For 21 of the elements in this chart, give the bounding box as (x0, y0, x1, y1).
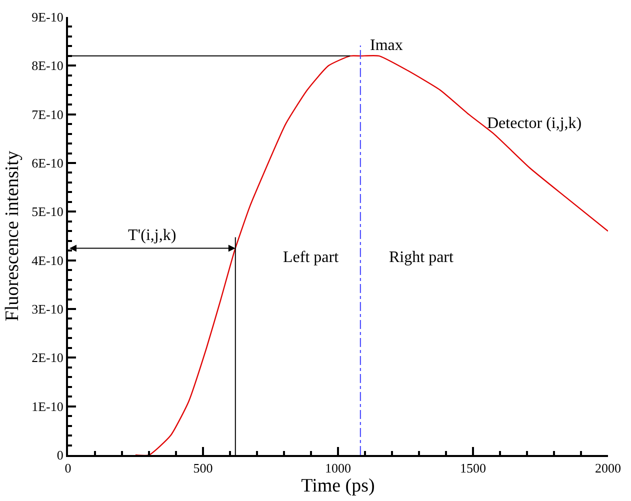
x-axis-title: Time (ps) (301, 476, 375, 497)
y-tick-label: 2E-10 (32, 350, 64, 366)
annotation: Right part (389, 249, 454, 266)
annotation: T'(i,j,k) (128, 227, 176, 244)
y-tick-label: 1E-10 (32, 398, 64, 414)
y-tick-label: 5E-10 (32, 204, 64, 220)
y-tick-label: 4E-10 (32, 252, 64, 268)
y-tick-label: 9E-10 (32, 10, 64, 25)
annotation: Left part (283, 249, 340, 266)
y-tick-label: 7E-10 (32, 106, 64, 122)
y-tick-label: 0 (56, 448, 64, 463)
y-tick-label: 6E-10 (32, 156, 64, 171)
series-label: Detector (i,j,k) (487, 115, 582, 132)
y-tick-label: 3E-10 (32, 302, 64, 317)
ref-line-label: Imax (370, 37, 403, 54)
x-tick-label: 1500 (460, 460, 486, 476)
x-tick-label: 2000 (595, 460, 621, 476)
x-tick-label: 500 (193, 460, 213, 476)
y-tick-label: 8E-10 (32, 58, 64, 74)
y-axis-title: Fluorescence intensity (2, 150, 23, 322)
x-tick-label: 1000 (325, 460, 351, 476)
